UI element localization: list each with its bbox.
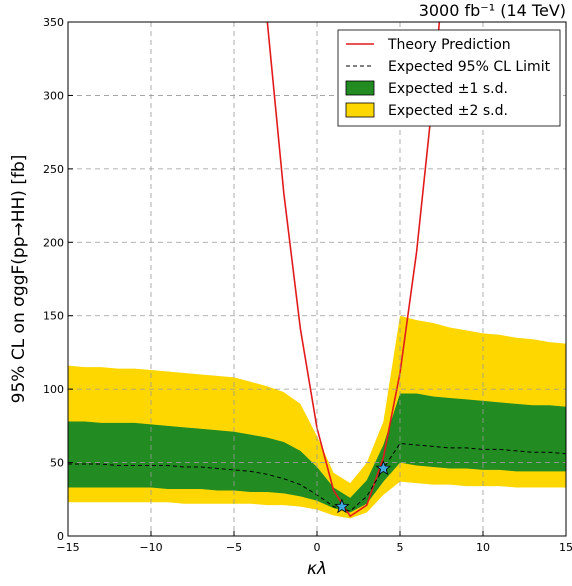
y-tick-label: 150 bbox=[43, 310, 64, 323]
legend-label: Expected ±1 s.d. bbox=[388, 81, 508, 97]
legend-label: Expected ±2 s.d. bbox=[388, 103, 508, 119]
legend-label: Expected 95% CL Limit bbox=[388, 59, 551, 75]
legend-swatch bbox=[345, 80, 375, 96]
band bbox=[68, 393, 566, 513]
y-axis-label: 95% CL on σggF(pp→HH) [fb] bbox=[9, 155, 29, 404]
plot-frame bbox=[67, 21, 567, 537]
y-tick-label: 50 bbox=[50, 457, 64, 470]
y-tick-label: 100 bbox=[43, 383, 64, 396]
x-tick-label: 0 bbox=[314, 541, 321, 554]
x-tick-label: −10 bbox=[139, 541, 162, 554]
y-tick-label: 200 bbox=[43, 236, 64, 249]
star-marker bbox=[334, 498, 350, 514]
legend: Theory Prediction Expected 95% CL Limit Ex… bbox=[337, 29, 561, 127]
y-tick-label: 300 bbox=[43, 89, 64, 102]
x-axis-label: κλ bbox=[307, 559, 327, 579]
y-tick-label: 350 bbox=[43, 16, 64, 29]
chart-title: 3000 fb⁻¹ (14 TeV) bbox=[419, 1, 566, 20]
legend-swatch bbox=[345, 102, 375, 118]
x-tick-label: −15 bbox=[56, 541, 79, 554]
legend-box bbox=[337, 29, 561, 127]
x-tick-label: 10 bbox=[476, 541, 490, 554]
star-marker bbox=[375, 460, 392, 476]
x-tick-label: 5 bbox=[397, 541, 404, 554]
y-tick-label: 0 bbox=[57, 530, 64, 543]
y-tick-label: 250 bbox=[43, 163, 64, 176]
x-tick-label: −5 bbox=[226, 541, 242, 554]
legend-label: Theory Prediction bbox=[387, 37, 511, 53]
x-tick-label: 15 bbox=[559, 541, 572, 554]
